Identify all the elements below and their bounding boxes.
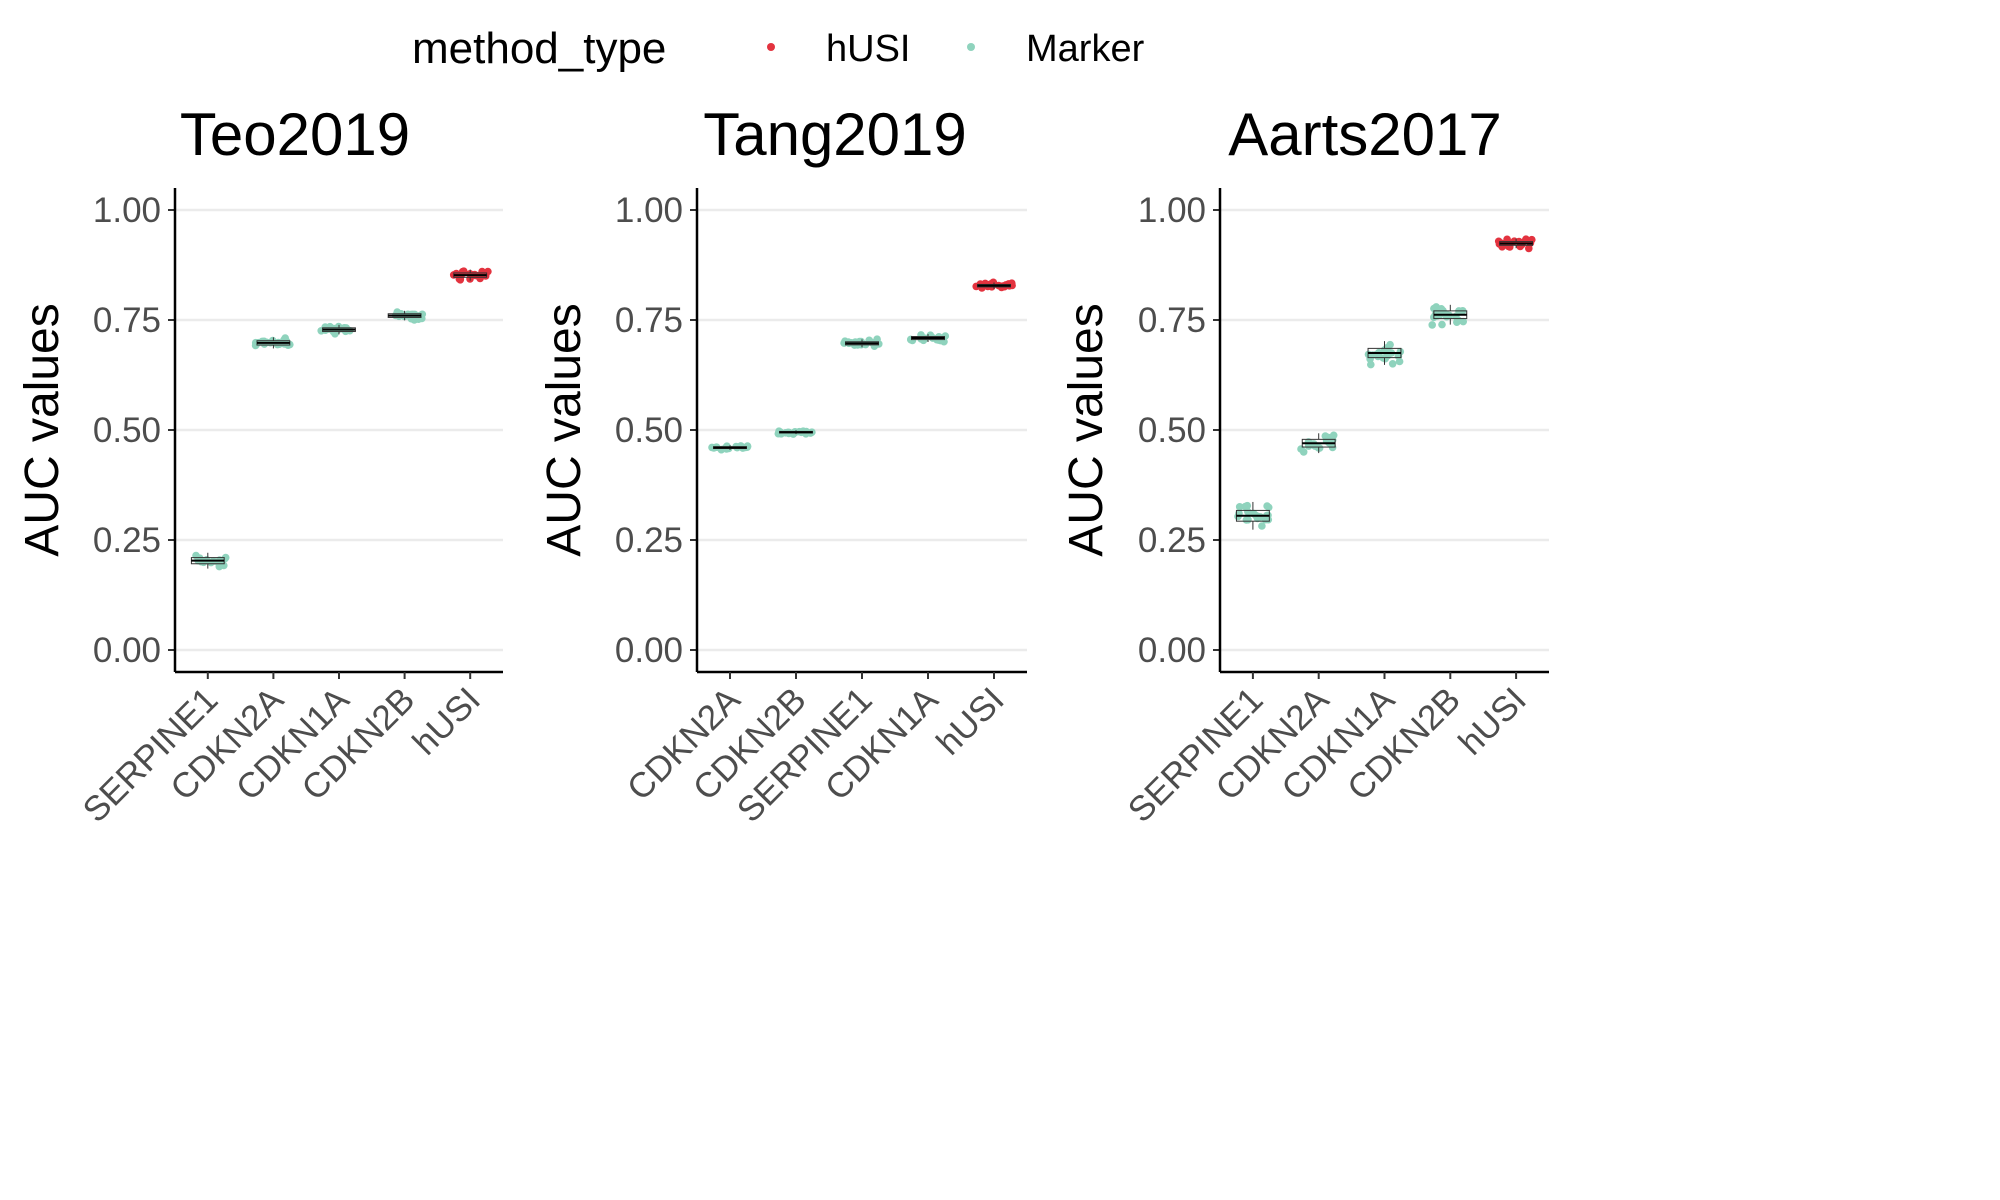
y-tick-label: 0.00 (1138, 631, 1206, 670)
y-tick-label: 1.00 (615, 191, 683, 230)
data-point (199, 558, 208, 567)
data-point (1243, 501, 1252, 510)
y-tick-label: 0.50 (93, 411, 161, 450)
y-tick-label: 1.00 (1138, 191, 1206, 230)
y-tick-label: 1.00 (93, 191, 161, 230)
chart-figure: method_type hUSI Marker Teo2019 AUC value… (16, 24, 1549, 830)
data-point (1388, 360, 1397, 368)
data-point (1329, 431, 1338, 440)
y-tick-label: 0.75 (1138, 301, 1206, 340)
data-point (1459, 317, 1467, 326)
y-tick-label: 0.50 (615, 411, 683, 450)
y-tick-label: 0.00 (93, 631, 161, 670)
legend: method_type hUSI Marker (412, 24, 1145, 73)
legend-title: method_type (412, 24, 666, 73)
panel-title: Teo2019 (180, 101, 410, 168)
y-tick-label: 0.75 (615, 301, 683, 340)
data-point (1244, 507, 1252, 516)
panel-title: Tang2019 (703, 101, 967, 168)
data-point (1438, 320, 1446, 329)
legend-label-marker: Marker (1026, 28, 1145, 70)
data-point (1428, 321, 1436, 329)
chart-svg: method_type hUSI Marker Teo2019 AUC value… (16, 24, 1549, 830)
legend-key-husi (767, 43, 775, 51)
data-point (1258, 522, 1266, 530)
y-axis-label: AUC values (538, 303, 591, 556)
y-tick-label: 0.75 (93, 301, 161, 340)
data-point (1242, 516, 1251, 524)
data-point (1395, 357, 1404, 366)
legend-label-husi: hUSI (826, 28, 910, 70)
y-tick-label: 0.25 (93, 521, 161, 560)
y-tick-label: 0.00 (615, 631, 683, 670)
x-tick-label-husi: hUSI (1451, 680, 1534, 763)
data-point (1264, 503, 1273, 512)
data-point (1386, 340, 1394, 349)
data-point (326, 322, 334, 331)
data-point (1367, 360, 1375, 369)
legend-key-marker (967, 43, 975, 51)
data-point (1381, 354, 1389, 363)
y-axis-label: AUC values (16, 303, 69, 556)
data-point (1321, 432, 1330, 440)
data-point (1261, 515, 1270, 524)
x-tick-label-husi: hUSI (405, 680, 488, 763)
y-tick-label: 0.50 (1138, 411, 1206, 450)
y-axis-label: AUC values (1060, 303, 1113, 556)
data-point (281, 334, 290, 342)
y-tick-label: 0.25 (615, 521, 683, 560)
data-point (1297, 445, 1305, 453)
panel-title: Aarts2017 (1228, 101, 1502, 168)
data-point (1396, 347, 1405, 356)
data-point (1235, 503, 1244, 511)
y-tick-label: 0.25 (1138, 521, 1206, 560)
x-tick-label-husi: hUSI (929, 680, 1012, 763)
